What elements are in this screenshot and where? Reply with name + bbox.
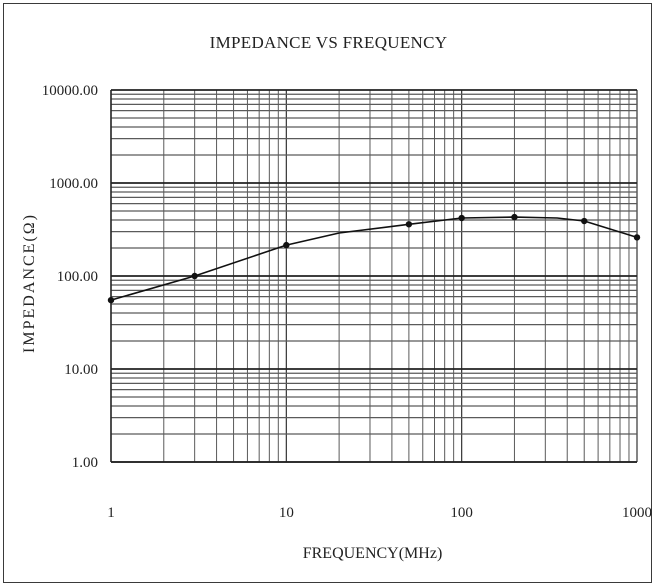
y-tick-label: 1000.00 bbox=[49, 176, 98, 192]
data-point bbox=[458, 214, 465, 222]
y-tick-label: 1.00 bbox=[72, 455, 98, 471]
y-tick-label: 10000.00 bbox=[42, 83, 98, 99]
y-tick-label: 10.00 bbox=[64, 362, 98, 378]
grid bbox=[110, 89, 638, 463]
x-tick-label: 10 bbox=[279, 505, 294, 521]
x-tick-label: 1000 bbox=[622, 505, 652, 521]
data-point bbox=[191, 272, 198, 280]
axes bbox=[110, 90, 637, 463]
series bbox=[107, 213, 641, 304]
tick-labels: 1 10 100 1000 1.00 10.00 100.00 1000.00 10000.00 bbox=[42, 83, 652, 521]
data-point bbox=[511, 213, 518, 221]
impedance-curve bbox=[110, 216, 638, 301]
data-point bbox=[405, 221, 413, 228]
x-tick-label: 1 bbox=[107, 505, 115, 521]
data-point bbox=[283, 241, 290, 249]
data-point bbox=[633, 234, 641, 241]
x-axis-title: FREQUENCY(MHz) bbox=[302, 545, 443, 562]
y-tick-label: 100.00 bbox=[57, 269, 98, 285]
data-point bbox=[581, 217, 588, 225]
x-tick-label: 100 bbox=[450, 505, 473, 521]
data-point bbox=[107, 296, 115, 304]
chart-title: IMPEDANCE VS FREQUENCY bbox=[209, 33, 448, 52]
